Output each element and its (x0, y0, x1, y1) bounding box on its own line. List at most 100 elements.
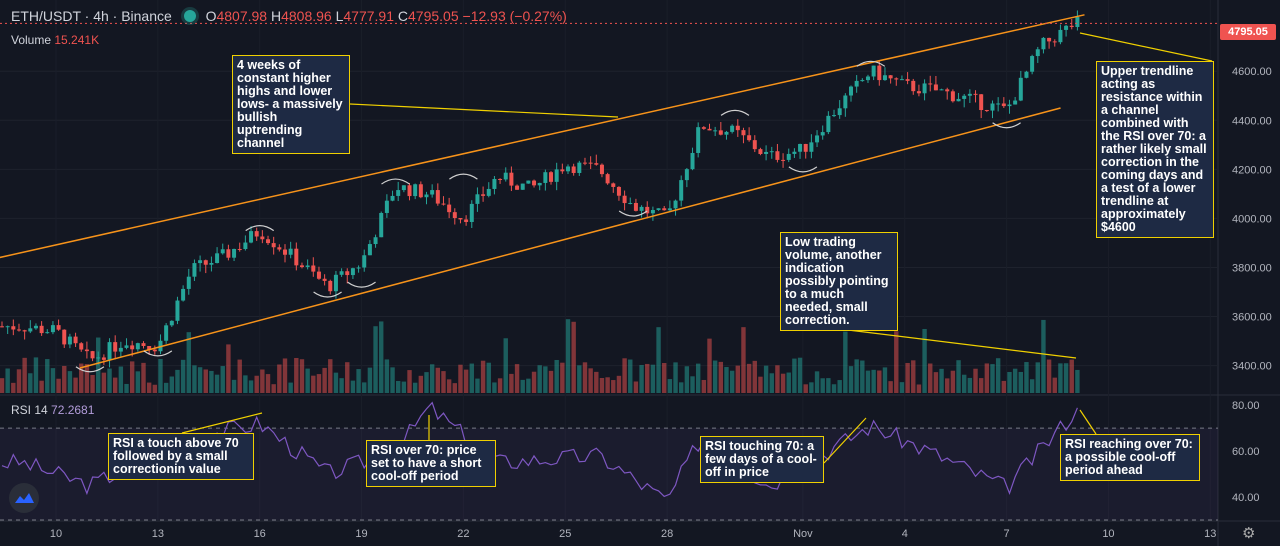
volume-bar (28, 373, 33, 393)
candle-body (747, 135, 752, 141)
volume-bar (1058, 363, 1063, 393)
candle-body (243, 242, 248, 250)
volume-bar (248, 380, 254, 393)
candle-body (45, 332, 50, 334)
volume-bar (1024, 362, 1029, 393)
volume-bar (814, 371, 820, 393)
candle-body (515, 185, 520, 190)
volume-bar (701, 379, 707, 393)
volume-bar (922, 328, 927, 393)
volume-bar (254, 375, 259, 393)
candle-body (237, 248, 242, 250)
candle-body (662, 208, 667, 211)
volume-bar (1075, 369, 1080, 393)
candle-body (894, 78, 899, 80)
volume-bar (848, 366, 854, 393)
time-tick-label: Nov (793, 528, 813, 540)
candle-body (33, 325, 38, 329)
candle-body (147, 345, 152, 350)
candle-body (1058, 29, 1063, 43)
candle-body (345, 271, 350, 276)
low-value: 4777.91 (343, 8, 394, 24)
candle-body (333, 274, 338, 292)
volume-bar (797, 357, 803, 393)
volume-bar (679, 382, 684, 393)
candle-body (164, 325, 169, 341)
volume-bar (1041, 319, 1046, 393)
volume-bar (650, 364, 656, 393)
candle-body (996, 103, 1001, 105)
candle-body (752, 140, 757, 150)
candle-body (837, 108, 842, 116)
volume-bar (169, 376, 174, 393)
time-tick-label: 4 (902, 528, 908, 540)
volume-bar (820, 378, 825, 393)
volume-bar (775, 365, 780, 393)
time-tick-label: 28 (661, 528, 673, 540)
cloud-icon (15, 493, 34, 503)
time-tick-label: 19 (355, 528, 367, 540)
rsi-legend: RSI 14 72.2681 (11, 403, 94, 417)
volume-bar (322, 367, 327, 393)
open-label: O (205, 8, 217, 24)
volume-bar (729, 370, 735, 393)
candle-body (430, 190, 435, 195)
volume-bar (894, 331, 899, 393)
candle-body (1047, 37, 1052, 42)
price-tick-label: 3400.00 (1232, 361, 1272, 373)
volume-bar (746, 363, 752, 393)
candle-body (1001, 103, 1006, 107)
volume-bar (690, 376, 695, 393)
volume-bar (531, 371, 537, 393)
candle-body (452, 212, 457, 219)
candle-body (849, 86, 853, 96)
volume-bar (899, 382, 905, 393)
volume-bar (73, 377, 78, 393)
candle-body (283, 249, 287, 255)
high-label: H (270, 8, 282, 24)
candle-body (62, 329, 67, 345)
pivot-arcs (75, 60, 1021, 373)
candle-body (962, 95, 967, 99)
volume-bar (118, 366, 124, 393)
candle-body (362, 255, 367, 268)
volume-bar (390, 367, 395, 393)
candle-body (696, 127, 701, 153)
candle-body (939, 89, 944, 91)
volume-bar (463, 369, 469, 393)
candle-body (701, 127, 706, 129)
volume-bar (871, 369, 876, 393)
volume-bar (5, 368, 10, 393)
volume-bar (401, 381, 407, 393)
annotation-rsi-above-70: RSI a touch above 70 followed by a small… (108, 433, 254, 480)
volume-bar (209, 370, 214, 393)
volume-bar (107, 368, 112, 393)
volume-bar (984, 363, 990, 393)
volume-bar (299, 359, 305, 393)
candle-body (928, 83, 933, 85)
candle-body (990, 103, 995, 111)
axes: 3400.00 3600.00 3800.00 4000.00 4200.00 4400.… (50, 66, 1272, 540)
candle-body (741, 130, 746, 136)
candle-body (379, 212, 384, 238)
tradingview-logo[interactable] (9, 483, 39, 513)
candle-body (520, 183, 525, 190)
candle-body (56, 325, 61, 330)
volume-bar (628, 359, 633, 393)
volume-bar (945, 378, 950, 393)
volume-bar (695, 363, 701, 393)
volume-legend: Volume 15.241K (11, 33, 99, 47)
candle-body (396, 190, 401, 196)
candle-body (503, 172, 508, 180)
candle-body (1024, 71, 1029, 78)
gear-icon[interactable]: ⚙ (1242, 525, 1256, 542)
volume-bar (622, 358, 627, 393)
candle-body (1052, 41, 1057, 43)
volume-bar (860, 360, 865, 393)
candle-body (605, 174, 610, 184)
candle-body (447, 204, 452, 213)
volume-bar (854, 359, 859, 393)
candle-body (724, 131, 729, 135)
volume-bar (305, 368, 310, 393)
